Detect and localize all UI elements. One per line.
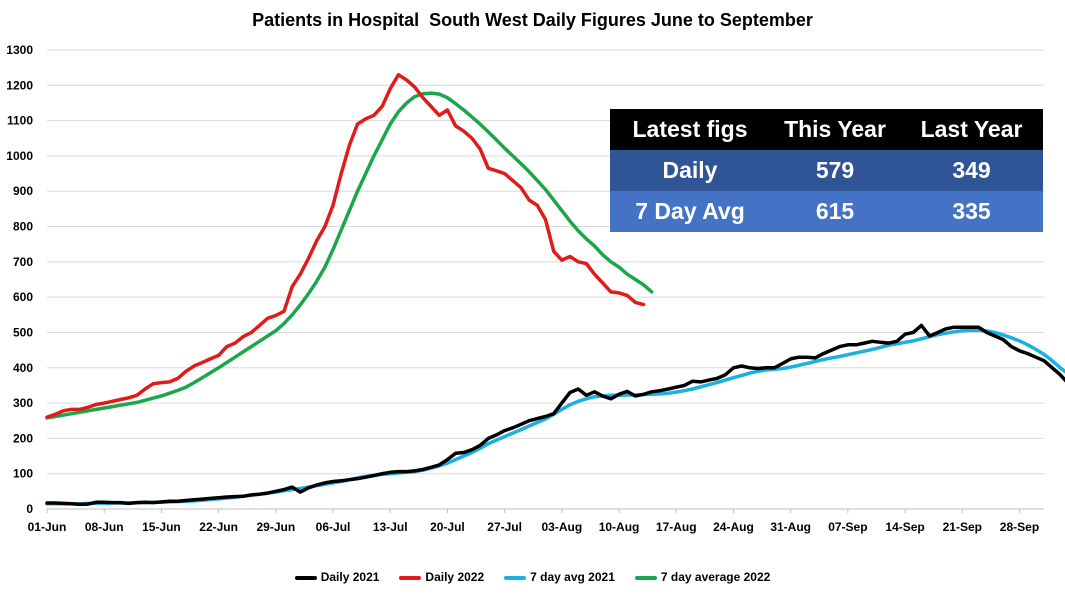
series-line-daily-2022 [45,72,646,419]
summary-value-last-year: 349 [952,157,991,183]
y-tick-label: 0 [26,502,33,516]
x-tick-label: 03-Aug [542,520,583,534]
summary-header-label: Latest figs [632,116,748,142]
legend-swatch [399,575,422,580]
x-tick-label: 20-Jul [430,520,465,534]
y-tick-label: 600 [13,290,33,304]
x-tick-label: 27-Jul [487,520,522,534]
legend-item: 7 day avg 2021 [504,570,615,584]
series-line-7-day-avg-2021 [45,328,1065,506]
y-tick-label: 900 [13,184,33,198]
y-tick-label: 800 [13,220,33,234]
y-tick-label: 400 [13,361,33,375]
x-tick-label: 10-Aug [599,520,640,534]
legend-label: Daily 2022 [425,570,485,584]
summary-row-label: 7 Day Avg [635,198,745,224]
y-tick-label: 200 [13,431,33,445]
legend-swatch [294,575,317,580]
y-tick-label: 1000 [6,149,33,163]
summary-header-this-year: This Year [784,116,886,142]
legend: Daily 2021 Daily 2022 7 day avg 2021 7 day … [0,570,1065,584]
y-tick-label: 1300 [6,43,33,57]
legend-label: 7 day average 2022 [660,570,771,584]
series-line-7-day-average-2022 [45,91,654,420]
legend-swatch [504,575,527,580]
summary-value-this-year: 579 [815,157,855,183]
summary-header-last-year: Last Year [920,116,1023,142]
chart-title: Patients in Hospital South West Daily Fi… [252,10,813,30]
y-tick-label: 100 [13,467,33,481]
axes: 0 100 200 300 400 500 600 700 800 900 1000 1100 1200… [6,43,1044,534]
x-tick-label: 01-Jun [28,520,67,534]
y-tick-label: 300 [13,396,33,410]
summary-row-7day: 7 Day Avg 615 335 [610,191,1043,232]
y-tick-label: 700 [13,255,33,269]
series-lines [45,72,1065,507]
x-tick-label: 13-Jul [373,520,408,534]
legend-label: 7 day avg 2021 [530,570,615,584]
legend-item: 7 day average 2022 [634,570,771,584]
grid-lines [47,49,1044,475]
chart-plot: 0 100 200 300 400 500 600 700 800 900 1000 1100 1200… [6,43,1065,534]
y-tick-label: 1200 [6,78,33,92]
y-tick-label: 1100 [7,114,33,128]
x-tick-label: 06-Jul [316,520,351,534]
legend-label: Daily 2021 [320,570,380,584]
x-tick-label: 08-Jun [85,520,124,534]
summary-header-row: Latest figs This Year Last Year [610,109,1043,150]
x-tick-label: 15-Jun [142,520,181,534]
y-tick-label: 500 [13,325,33,339]
legend-swatch [634,575,657,580]
legend-item: Daily 2022 [399,570,484,584]
x-tick-label: 31-Aug [770,520,811,534]
x-tick-label: 07-Sep [828,520,867,534]
summary-row-daily: Daily 579 349 [610,150,1043,191]
summary-table: Latest figs This Year Last Year Daily 57… [610,109,1043,232]
x-tick-label: 14-Sep [885,520,924,534]
x-tick-label: 22-Jun [199,520,238,534]
x-tick-label: 29-Jun [256,520,295,534]
x-tick-label: 24-Aug [713,520,754,534]
summary-row-label: Daily [662,157,718,183]
summary-value-this-year: 615 [815,198,855,224]
legend-item: Daily 2021 [294,570,380,584]
x-tick-label: 28-Sep [1000,520,1039,534]
summary-value-last-year: 335 [952,198,991,224]
x-tick-label: 17-Aug [656,520,697,534]
series-line-daily-2021 [45,323,1065,507]
x-tick-label: 21-Sep [943,520,982,534]
